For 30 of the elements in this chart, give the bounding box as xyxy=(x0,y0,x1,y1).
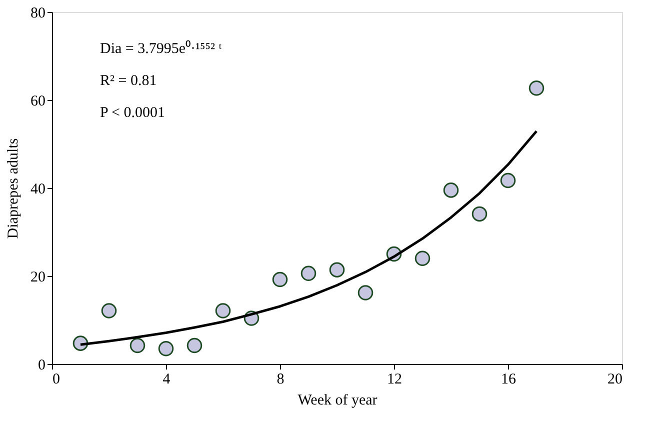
point xyxy=(528,80,544,96)
annotation: Dia = 3.7995e⁰·¹⁵⁵² ᵗ xyxy=(100,40,222,57)
point xyxy=(158,340,174,356)
x-tick-label: 12 xyxy=(387,372,402,388)
y-tick-label: 0 xyxy=(38,358,46,374)
x-tick-label: 0 xyxy=(52,372,60,388)
point xyxy=(500,172,516,188)
y-tick-label: 60 xyxy=(30,94,46,110)
y-axis-title: Diaprepes adults xyxy=(6,138,22,239)
point xyxy=(329,262,345,278)
y-tick-label: 20 xyxy=(30,270,46,286)
point xyxy=(101,303,117,318)
x-tick-label: 8 xyxy=(276,372,284,388)
y-tick-label: 80 xyxy=(30,6,46,22)
x-tick-label: 16 xyxy=(501,372,516,388)
x-tick-label: 4 xyxy=(162,372,171,388)
point xyxy=(215,303,231,318)
point xyxy=(443,182,459,198)
point xyxy=(300,266,316,281)
x-axis-title: Week of year xyxy=(298,392,378,408)
point xyxy=(472,206,488,222)
annotation: R² = 0.81 xyxy=(100,73,157,89)
point xyxy=(272,272,288,288)
point xyxy=(130,338,146,354)
point xyxy=(358,285,374,300)
point xyxy=(186,338,202,354)
y-tick-label: 40 xyxy=(30,182,46,198)
point xyxy=(414,250,430,266)
x-tick-label: 20 xyxy=(608,372,622,388)
annotation: P < 0.0001 xyxy=(100,105,165,121)
